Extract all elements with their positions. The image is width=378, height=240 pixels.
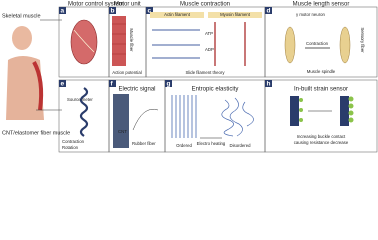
label-box [150,12,204,18]
label: Contraction [306,41,329,46]
panel-title: Muscle length sensor [293,2,350,8]
label-box [208,12,262,18]
label: Contraction [62,139,85,144]
label: Rubber fiber [132,141,156,146]
label: Rotation [62,145,79,150]
panel-frames [58,6,378,153]
spindle [339,26,351,64]
muscle [70,19,98,65]
label: γ motor neuron [296,12,326,17]
label: ADP [205,47,214,52]
fiber [290,96,299,126]
panel-letter: b [111,8,115,15]
spindle [284,26,296,64]
label: Disordered [229,143,251,148]
label: Source meter [67,97,93,102]
panel-letter: c [148,8,152,15]
rubber [132,108,159,131]
panel-letter: a [61,8,65,15]
filaments [152,29,200,59]
panel-title: Entropic elasticity [192,87,239,93]
panel-letter: f [111,81,114,88]
panel-title: Electric signal [118,87,155,93]
panel-title: In-built strain sensor [294,87,348,93]
label: Electro heating [197,141,226,146]
head [12,26,32,50]
left-bottom-label: CNT/elastomer fiber muscle [2,130,70,136]
coiled-fiber [79,87,89,137]
label: Action potential [112,70,141,75]
label: CNT [118,129,127,134]
panel-letter: e [61,81,65,88]
label: Myosin filament [220,12,251,17]
nerve [73,29,95,53]
myosin [214,22,246,66]
chains-ordered [171,95,197,138]
panel-letter: d [267,8,271,15]
left-top-label: Skeletal muscle [2,13,41,19]
fiber [340,96,349,126]
chains-disordered [221,97,254,137]
label: Muscle spindle [307,69,336,74]
panel-title: Motor unit [114,2,141,8]
muscle-fiber [112,16,126,66]
striation [112,23,126,55]
label: Muscle fiber [129,28,134,52]
figure: Skeletal muscle CNT/elastomer fiber musc… [2,2,378,153]
panel-title: Muscle contraction [180,2,230,8]
panel-letter: h [267,81,271,88]
label: Actin filament [164,12,191,17]
label: causing resistance decrease [294,140,349,145]
letter-badges [59,7,272,87]
panel-letter: g [167,81,171,88]
buckles [299,96,354,123]
label: ATP [205,31,213,36]
label: Increasing buckle contact [297,134,346,139]
label: Ordered [176,143,192,148]
label: Sensory fiber [360,27,365,53]
label: Slide filament theory [186,70,226,75]
fiber [113,94,129,148]
arm-muscle [32,61,44,111]
torso [6,56,44,120]
panel-title: Motor control system [68,2,124,8]
